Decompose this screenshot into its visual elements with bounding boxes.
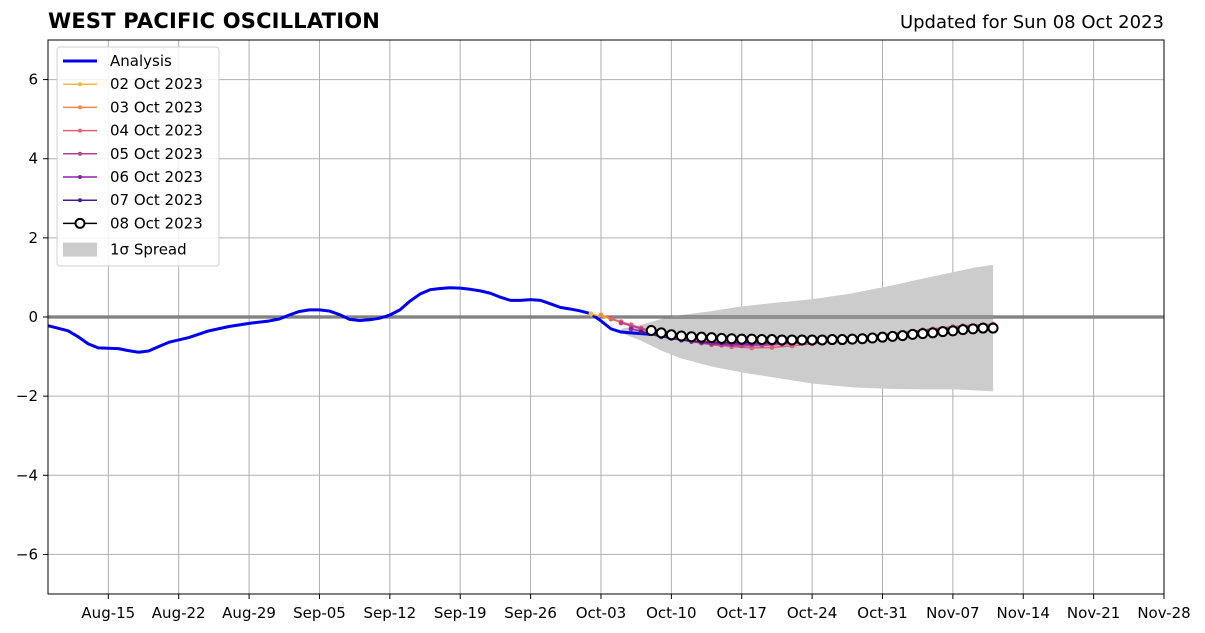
legend-swatch-marker bbox=[78, 128, 82, 133]
chart-title: WEST PACIFIC OSCILLATION bbox=[48, 9, 381, 33]
series-point-latest bbox=[796, 334, 808, 346]
y-tick-label: 2 bbox=[28, 229, 38, 247]
series-point-forecast bbox=[628, 326, 634, 332]
series-point-latest bbox=[786, 334, 798, 346]
x-tick-label: Nov-21 bbox=[1067, 604, 1120, 622]
series-point-latest bbox=[756, 334, 768, 346]
series-point-latest bbox=[947, 325, 959, 337]
series-point-forecast bbox=[618, 320, 624, 326]
x-tick-label: Nov-07 bbox=[926, 604, 979, 622]
series-point-latest bbox=[665, 329, 677, 341]
series-point-latest bbox=[776, 334, 788, 346]
series-point-forecast bbox=[598, 312, 604, 318]
y-tick-label: −4 bbox=[16, 466, 38, 484]
y-tick-label: 6 bbox=[28, 71, 38, 89]
series-line-analysis bbox=[47, 286, 652, 354]
series-point-latest bbox=[716, 332, 728, 344]
legend-swatch-marker bbox=[78, 175, 82, 179]
x-tick-label: Aug-29 bbox=[222, 604, 276, 622]
series-point-latest bbox=[675, 330, 687, 342]
series-point-latest bbox=[897, 330, 909, 342]
series-point-latest bbox=[685, 331, 697, 343]
legend-swatch-marker bbox=[78, 105, 82, 110]
series-point-forecast bbox=[769, 344, 775, 350]
legend: Analysis 02 Oct 2023 03 Oct 2023 04 Oct 202… bbox=[56, 46, 220, 267]
legend-label: 05 Oct 2023 bbox=[110, 145, 203, 163]
axis-layer: Aug-15 Aug-22 Aug-29 Sep-05 Sep-12 Sep-19 Sep-… bbox=[16, 39, 1191, 622]
x-tick-label: Aug-22 bbox=[152, 604, 206, 622]
series-point-latest bbox=[746, 333, 758, 345]
x-tick-label: Oct-10 bbox=[646, 604, 696, 622]
series-point-latest bbox=[907, 328, 919, 340]
series-point-latest bbox=[806, 334, 818, 346]
x-tick-label: Sep-05 bbox=[293, 604, 346, 622]
legend-swatch-spread bbox=[63, 242, 97, 257]
legend-label: 08 Oct 2023 bbox=[110, 214, 203, 232]
series-point-latest bbox=[726, 333, 738, 345]
series-point-latest bbox=[927, 327, 939, 339]
series-point-forecast bbox=[588, 311, 594, 317]
x-tick-label: Nov-14 bbox=[997, 604, 1050, 622]
y-tick-label: −6 bbox=[16, 545, 38, 563]
spread-band bbox=[621, 264, 994, 392]
legend-label: 02 Oct 2023 bbox=[110, 75, 203, 93]
y-tick-label: 4 bbox=[28, 150, 38, 168]
series-point-latest bbox=[655, 327, 667, 339]
series-point-latest bbox=[846, 333, 858, 345]
x-tick-label: Sep-19 bbox=[434, 604, 487, 622]
y-tick-label: 0 bbox=[28, 308, 38, 326]
series-point-latest bbox=[826, 334, 838, 346]
series-point-latest bbox=[937, 326, 949, 338]
series-point-latest bbox=[957, 324, 969, 336]
series-point-latest bbox=[736, 333, 748, 345]
series-point-latest bbox=[866, 332, 878, 344]
series-point-latest bbox=[816, 334, 828, 346]
legend-swatch-marker bbox=[78, 82, 82, 87]
series-point-latest bbox=[887, 330, 899, 342]
legend-swatch-marker bbox=[78, 151, 82, 156]
legend-label: 03 Oct 2023 bbox=[110, 98, 203, 116]
series-point-latest bbox=[645, 324, 657, 336]
legend-swatch-marker bbox=[74, 217, 86, 229]
series-point-latest bbox=[977, 322, 989, 334]
x-tick-label: Oct-17 bbox=[717, 604, 767, 622]
series-layer bbox=[47, 286, 999, 354]
x-tick-label: Oct-24 bbox=[787, 604, 837, 622]
y-tick-label: −2 bbox=[16, 387, 38, 405]
series-point-forecast bbox=[638, 329, 644, 335]
legend-box bbox=[56, 46, 220, 267]
series-point-latest bbox=[856, 333, 868, 345]
plot-frame bbox=[47, 39, 1165, 595]
x-tick-label: Aug-15 bbox=[81, 604, 135, 622]
series-point-latest bbox=[706, 332, 718, 344]
series-point-forecast bbox=[608, 316, 614, 322]
legend-label: 06 Oct 2023 bbox=[110, 168, 203, 186]
series-point-latest bbox=[967, 323, 979, 335]
series-point-latest bbox=[876, 331, 888, 343]
series-point-latest bbox=[766, 334, 778, 346]
chart-subtitle: Updated for Sun 08 Oct 2023 bbox=[899, 12, 1164, 33]
spread-layer bbox=[621, 264, 994, 392]
series-point-latest bbox=[917, 328, 929, 340]
x-tick-label: Sep-12 bbox=[363, 604, 416, 622]
series-point-latest bbox=[696, 331, 708, 343]
legend-label: 04 Oct 2023 bbox=[110, 122, 203, 140]
legend-swatch-marker bbox=[78, 198, 82, 203]
x-tick-label: Oct-03 bbox=[576, 604, 626, 622]
x-tick-label: Sep-26 bbox=[504, 604, 557, 622]
series-point-latest bbox=[836, 334, 848, 346]
legend-label: 07 Oct 2023 bbox=[110, 191, 203, 209]
legend-label: Analysis bbox=[110, 52, 172, 70]
x-tick-label: Nov-28 bbox=[1137, 604, 1190, 622]
series-point-latest bbox=[987, 322, 999, 334]
legend-label: 1σ Spread bbox=[110, 241, 187, 259]
x-tick-label: Oct-31 bbox=[857, 604, 907, 622]
